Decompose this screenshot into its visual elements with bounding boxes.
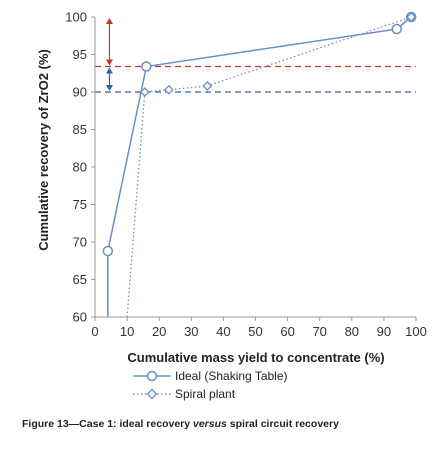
legend-label-spiral: Spiral plant	[175, 387, 236, 401]
data-point-marker	[163, 84, 174, 95]
legend-marker-ideal	[146, 370, 158, 382]
x-tick-label: 30	[184, 324, 198, 339]
x-axis-label: Cumulative mass yield to concentrate (%)	[127, 350, 384, 365]
data-series	[102, 11, 417, 318]
y-tick-label: 70	[73, 235, 87, 250]
annotation-arrow-head	[105, 85, 113, 91]
annotation-arrow-head	[105, 18, 113, 24]
y-tick-label: 60	[73, 310, 87, 325]
legend-label-ideal: Ideal (Shaking Table)	[175, 369, 288, 383]
data-point-marker	[141, 61, 152, 72]
caption-italic: versus	[193, 418, 227, 430]
data-point-marker	[391, 23, 402, 35]
caption-suffix: spiral circuit recovery	[226, 418, 339, 430]
legend-marker-spiral	[146, 388, 158, 400]
y-tick-label: 90	[73, 85, 87, 100]
y-tick-label: 100	[65, 10, 87, 25]
series-line-0	[107, 16, 412, 317]
series-line-1	[126, 16, 412, 318]
x-tick-label: 90	[377, 324, 391, 339]
figure-caption: Figure 13—Case 1: ideal recovery versus …	[22, 418, 339, 430]
data-point-marker	[139, 87, 150, 97]
y-axis-label: Cumulative recovery of ZrO2 (%)	[36, 49, 51, 251]
data-point-marker	[406, 12, 417, 22]
axes: 60 65 70 75 80 85 90 95 100 0 10 20 30 40 50 60 70 80 90 10…	[65, 10, 427, 340]
x-tick-label: 100	[405, 324, 427, 339]
x-tick-label: 40	[216, 324, 230, 339]
y-tick-label: 75	[73, 197, 87, 212]
y-tick-label: 65	[73, 272, 87, 287]
x-tick-label: 80	[345, 324, 359, 339]
annotation-arrow-head	[105, 59, 113, 66]
y-tick-label: 85	[73, 122, 87, 137]
data-point-marker	[102, 245, 114, 257]
caption-prefix: Figure 13—Case 1: ideal recovery	[22, 418, 193, 430]
annotations	[105, 18, 113, 91]
x-tick-label: 70	[312, 324, 326, 339]
x-tick-label: 50	[248, 324, 262, 339]
annotation-arrow-head	[105, 67, 113, 74]
x-tick-label: 60	[280, 324, 294, 339]
y-tick-label: 80	[73, 160, 87, 175]
x-tick-label: 20	[152, 324, 166, 339]
recovery-chart: 60 65 70 75 80 85 90 95 100 0 10 20 30 40 50 60 70 80 90 10…	[36, 10, 427, 402]
x-tick-label: 0	[91, 324, 98, 339]
data-point-marker	[202, 81, 213, 91]
legend: Ideal (Shaking Table) Spiral plant	[133, 369, 288, 401]
x-tick-label: 10	[120, 324, 134, 339]
y-tick-label: 95	[73, 47, 87, 62]
